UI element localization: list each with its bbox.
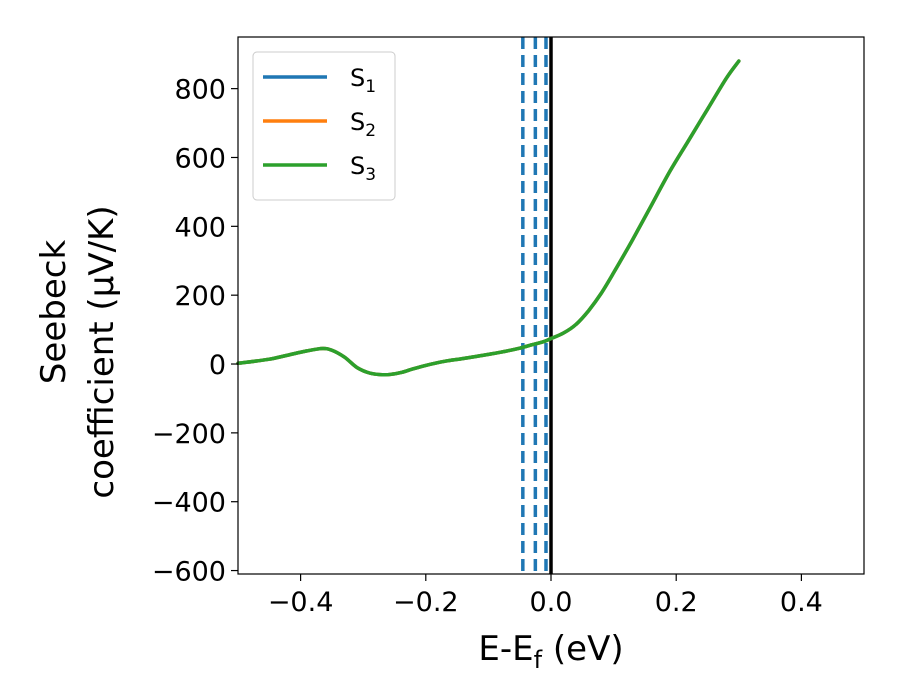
x-tick-label: 0.0 [530, 587, 573, 618]
series-line-S3 [236, 59, 741, 377]
legend-label-S2: S2 [350, 108, 376, 141]
x-tick-label: 0.4 [780, 587, 823, 618]
y-tick-label: −600 [152, 557, 226, 588]
legend-box [252, 51, 396, 201]
y-tick-label: 0 [209, 350, 226, 381]
y-tick-label: −200 [152, 419, 226, 450]
x-tick-label: 0.2 [655, 587, 698, 618]
legend-label-S1: S1 [350, 64, 376, 97]
y-axis-title-line1: Seebeck [34, 240, 74, 385]
y-tick-label: 800 [174, 75, 226, 106]
legend: S1 S2 S3 [252, 51, 396, 201]
x-tick-label: −0.4 [268, 587, 334, 618]
y-axis-title-line2: coefficient (μV/K) [82, 205, 122, 498]
plot-area [236, 37, 741, 574]
y-tick-label: 600 [174, 143, 226, 174]
x-axis: −0.4 −0.2 0.0 0.2 0.4 [268, 574, 823, 618]
y-tick-label: −400 [152, 488, 226, 519]
legend-label-S3: S3 [350, 152, 376, 185]
x-tick-label: −0.2 [393, 587, 459, 618]
x-axis-title: E-Ef (eV) [478, 629, 623, 674]
y-axis: −600 −400 −200 0 200 400 600 800 [152, 75, 238, 588]
y-tick-label: 400 [174, 212, 226, 243]
y-tick-label: 200 [174, 281, 226, 312]
